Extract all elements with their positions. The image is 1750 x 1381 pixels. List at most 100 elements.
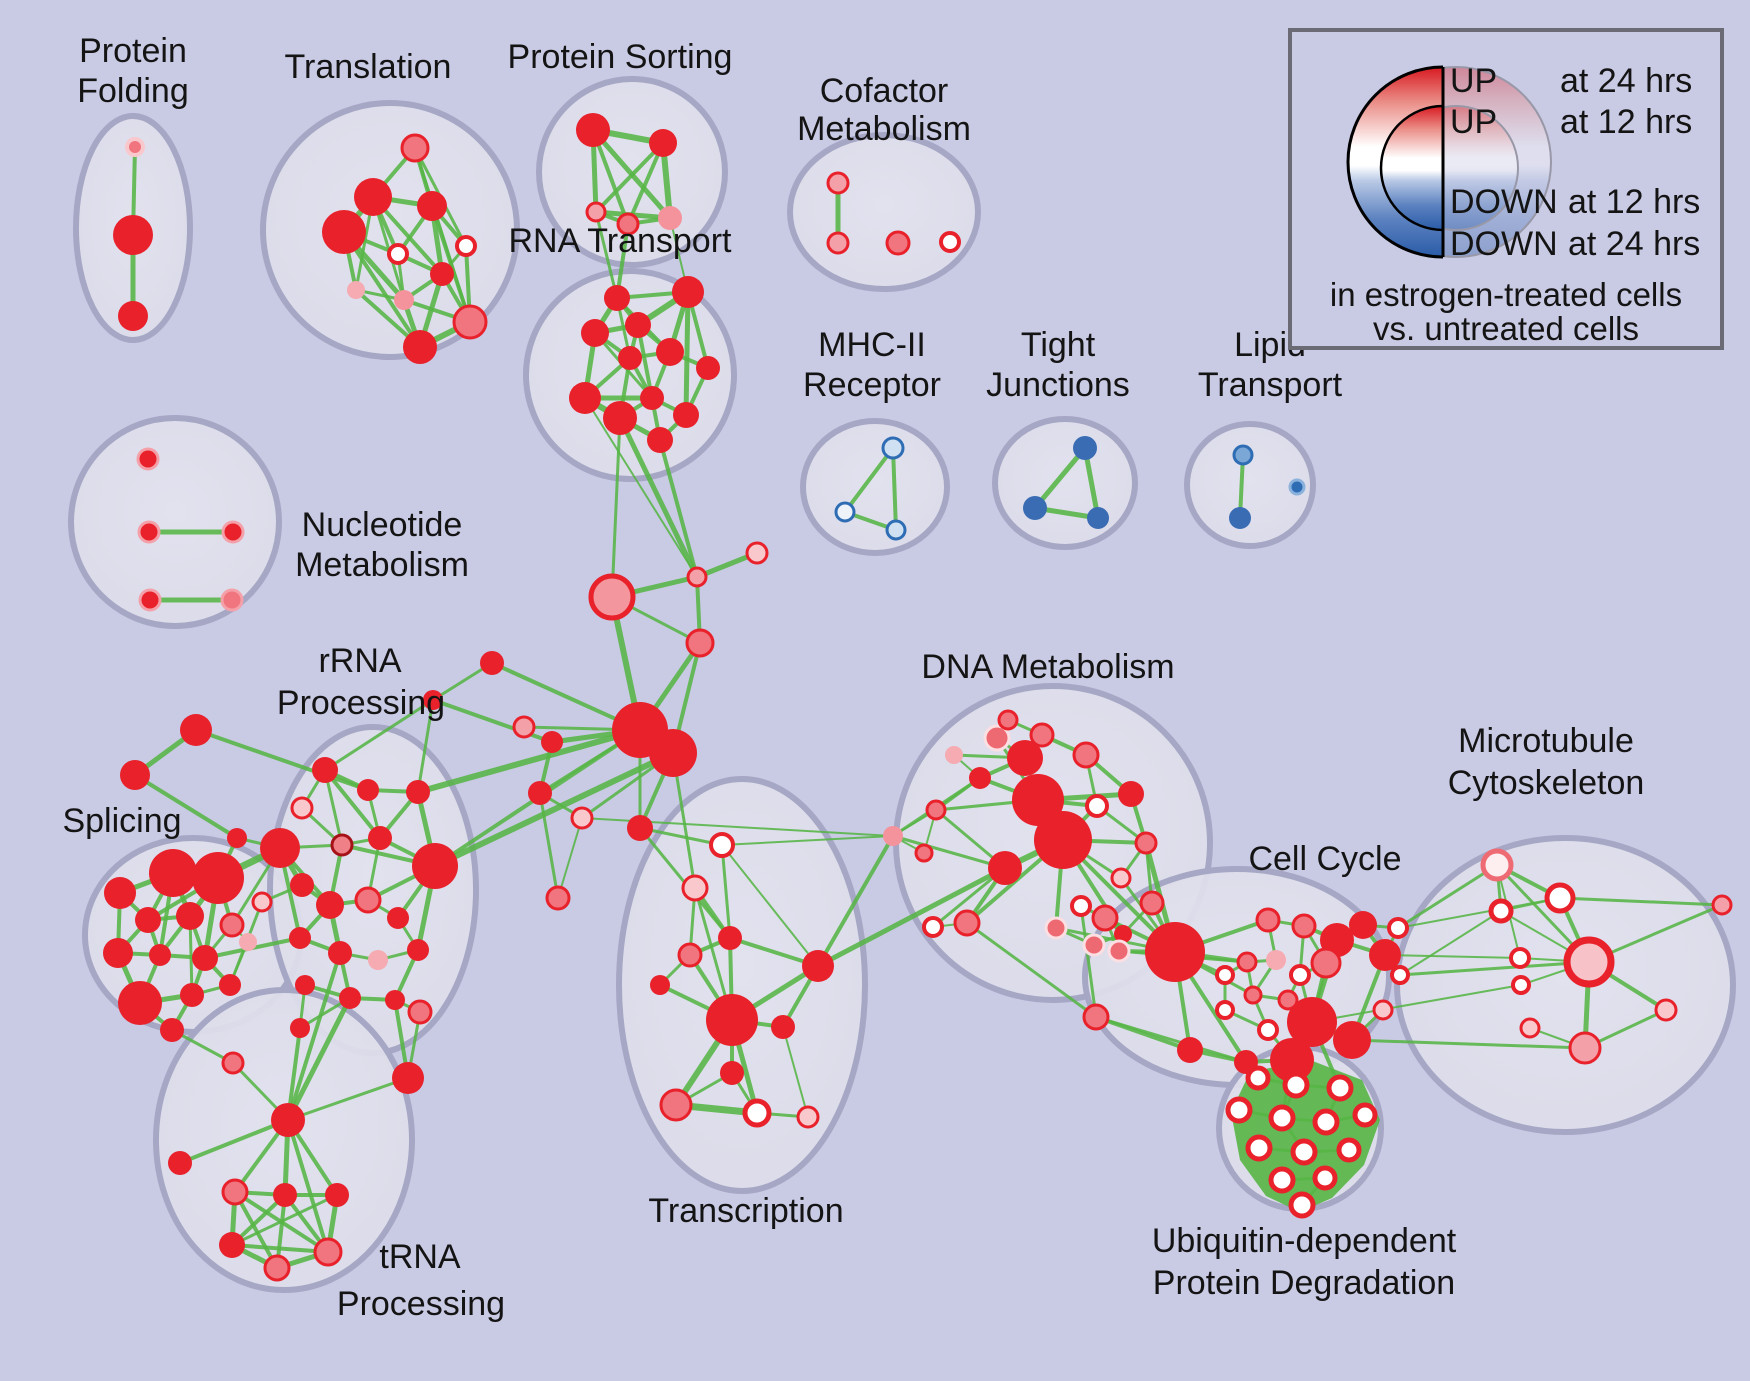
cluster-label-nucleotide-metabolism: Metabolism (295, 546, 469, 584)
edge (891, 834, 1007, 870)
node-cc7 (1291, 913, 1317, 939)
cluster-label-ubiquitin-degradation: Ubiquitin-dependent (1152, 1222, 1457, 1260)
edge (1350, 1038, 1587, 1050)
edge (638, 826, 724, 847)
node-rr_n (328, 941, 352, 965)
node-sp7 (103, 938, 133, 968)
node-rr_q (295, 975, 315, 995)
node-ex2 (512, 715, 536, 739)
node-rr_t (290, 1018, 310, 1038)
node-t1 (180, 714, 212, 746)
node-tr1 (400, 133, 430, 163)
node-rr_h (260, 828, 300, 868)
node-ub13 (1288, 1191, 1316, 1219)
node-ps2 (649, 129, 677, 157)
node-tx10 (720, 1061, 744, 1085)
node-mh3 (885, 519, 907, 541)
edge (432, 750, 676, 869)
node-tnh (271, 1103, 305, 1137)
node-rr_p (407, 939, 429, 961)
node-tr5 (455, 235, 477, 257)
edge (683, 289, 691, 418)
node-ub10 (1336, 1137, 1362, 1163)
node-tx9 (771, 1015, 795, 1039)
node-ch2 (588, 573, 636, 621)
node-rr_o (368, 950, 388, 970)
node-tx3 (681, 874, 709, 902)
node-dm15 (953, 909, 981, 937)
legend-direction-0: UP (1450, 62, 1497, 100)
node-tj2 (1023, 496, 1047, 520)
node-rr_k (354, 886, 382, 914)
node-mt9 (1654, 998, 1678, 1022)
node-cc15 (1215, 965, 1235, 985)
cluster-label-rrna-processing: rRNA (318, 642, 401, 680)
node-dm19 (1114, 925, 1132, 943)
edge (286, 1076, 410, 1122)
edge (815, 865, 1008, 969)
cluster-trna-processing (153, 987, 415, 1293)
node-tj1 (1073, 436, 1097, 460)
node-hn2 (528, 781, 552, 805)
node-rr_v (407, 999, 433, 1025)
node-dm18 (1082, 933, 1106, 957)
node-cc4 (1082, 1003, 1110, 1031)
node-cf4 (939, 231, 961, 253)
node-sp14 (239, 933, 257, 951)
node-hub2 (649, 729, 697, 777)
node-tnp (221, 1051, 245, 1075)
node-tr10 (452, 304, 488, 340)
node-tx5 (677, 942, 703, 968)
node-cf1 (826, 171, 850, 195)
node-dm17 (1044, 916, 1068, 940)
edge (133, 773, 239, 840)
node-tr6 (387, 243, 409, 265)
edge (1558, 896, 1724, 907)
node-tn4 (219, 1232, 245, 1258)
node-t2 (120, 760, 150, 790)
node-rr_w (392, 1062, 424, 1094)
node-mt4 (1509, 947, 1531, 969)
cluster-label-tight-junctions: Tight (1021, 326, 1096, 364)
node-rr_c (406, 780, 430, 804)
node-hn4 (423, 690, 443, 710)
node-cc16 (1243, 985, 1263, 1005)
node-tx8 (706, 994, 758, 1046)
node-dm9 (1034, 811, 1092, 869)
node-ch3 (685, 628, 715, 658)
node-ub4 (1225, 1096, 1253, 1124)
node-ch1 (686, 566, 708, 588)
node-lp3 (1288, 478, 1306, 496)
node-cc13 (1266, 950, 1286, 970)
node-rr_s (385, 990, 405, 1010)
edge (626, 141, 665, 226)
node-cc2 (1070, 895, 1092, 917)
node-cc1 (1091, 904, 1119, 932)
node-tj3 (1087, 507, 1109, 529)
node-rt6 (618, 346, 642, 370)
node-cc5 (1177, 1037, 1203, 1063)
node-tn1 (221, 1178, 249, 1206)
node-cc17 (1277, 989, 1299, 1011)
cluster-label-mhc-ii-receptor: Receptor (803, 366, 941, 404)
node-dmc (883, 826, 903, 846)
node-ch4 (745, 541, 769, 565)
node-ps3 (585, 201, 607, 223)
node-sp2 (192, 852, 244, 904)
node-nm2 (137, 520, 161, 544)
node-ps5 (658, 206, 682, 230)
node-cc19 (1257, 1019, 1279, 1041)
node-rt9 (640, 386, 664, 410)
node-tr4 (322, 210, 366, 254)
cluster-label-translation: Translation (285, 48, 452, 86)
node-rr_a (312, 757, 338, 783)
edge (1094, 1015, 1248, 1064)
node-dm1 (983, 724, 1011, 752)
node-rr_hub (412, 843, 458, 889)
node-ub12 (1312, 1165, 1338, 1191)
node-cc6 (1255, 907, 1281, 933)
edge (538, 791, 560, 900)
node-ub8 (1245, 1134, 1273, 1162)
edge (891, 446, 898, 532)
node-dm7 (1012, 774, 1064, 826)
